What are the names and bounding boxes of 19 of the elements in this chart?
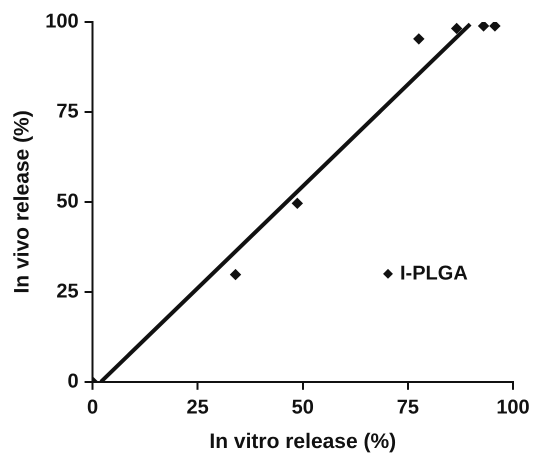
y-tick-label: 75 [56, 100, 79, 122]
point [413, 33, 424, 44]
point [292, 198, 303, 209]
x-tick-label: 0 [87, 396, 98, 418]
x-axis-title: In vitro release (%) [209, 430, 396, 454]
x-tick-label: 25 [186, 396, 209, 418]
x-tick-label: 75 [396, 396, 420, 418]
y-axis-title: In vivo release (%) [10, 110, 34, 294]
point [489, 22, 500, 32]
point [451, 22, 462, 34]
y-tick-label: 100 [45, 10, 79, 33]
x-tick-label: 100 [496, 396, 530, 418]
x-tick-label: 50 [292, 396, 314, 418]
y-tick-label: 0 [67, 370, 79, 392]
legend-label: I-PLGA [400, 262, 468, 284]
point [230, 269, 242, 280]
y-tick-label: 50 [56, 190, 79, 212]
y-tick-label: 25 [56, 280, 79, 302]
point [478, 22, 490, 32]
